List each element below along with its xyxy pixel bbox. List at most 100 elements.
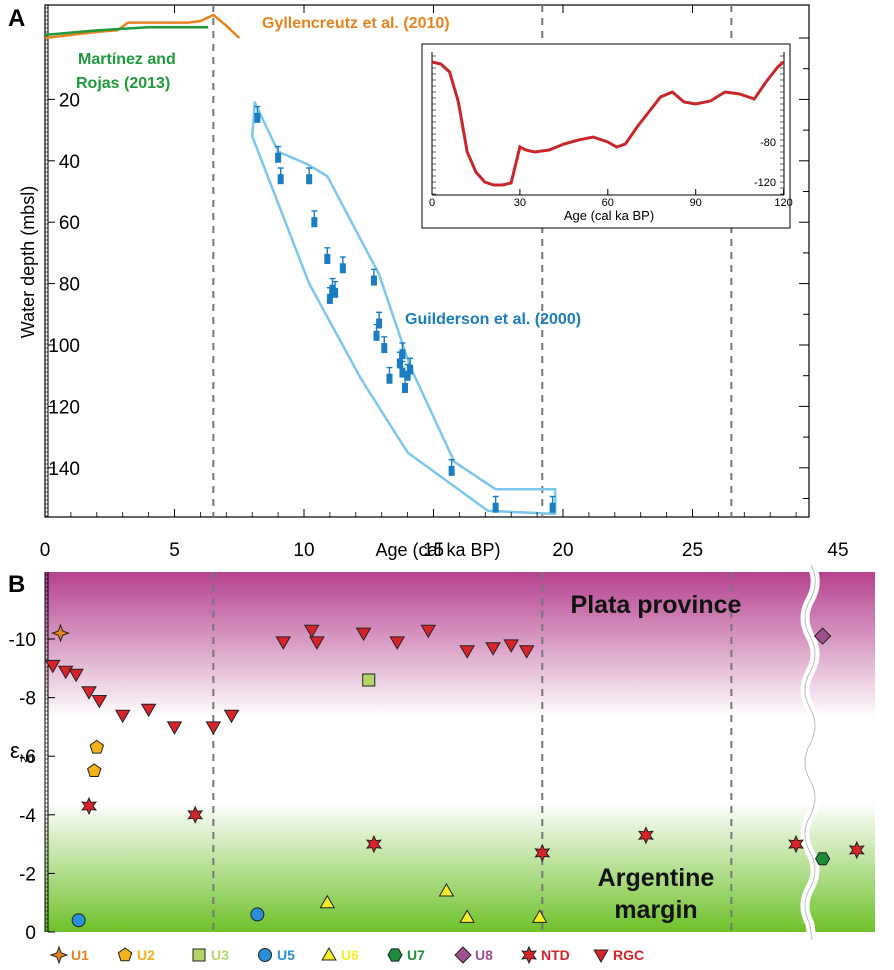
y-tick-label: 20 [59,90,80,111]
guilderson-point [386,373,393,384]
guilderson-point [404,370,411,381]
inset-x-tick-label: 30 [514,197,526,209]
guilderson-point [324,254,331,265]
guilderson-point [399,367,406,378]
rgc-point [223,709,240,724]
guilderson-point [549,502,556,513]
guilderson-point [381,343,388,354]
axis-break-edge [804,564,816,941]
guilderson-point [339,263,346,274]
panel-a-x-ticks: 0 5 10 15 20 25 45 [40,5,849,561]
panel-a-y-ticks: 20 40 60 80 100 120 140 [48,90,80,480]
panel-a-letter: A [8,5,25,32]
u5-legend-marker [258,948,272,962]
inset-x-tick-label: 0 [429,197,435,209]
plata-band [45,572,875,718]
x-tick-label: 20 [552,540,573,561]
guilderson-point [277,174,284,185]
guilderson-label: Guilderson et al. (2000) [405,311,581,328]
panel-a-minor-ticks [45,7,48,517]
rgc-point [68,668,84,683]
martinez-label-line2: Rojas (2013) [76,75,170,92]
martinez-label-line1: Martínez and [78,51,176,68]
u2-point [89,739,105,754]
guilderson-point [254,112,261,123]
rgc-point [420,624,437,639]
y-tick-label: 40 [59,152,80,173]
guilderson-point [332,287,339,298]
inset-axes: 0 30 60 90 120 -80 -120 [429,52,793,209]
u8-legend-marker [454,946,472,964]
panel-a-x-axis-title: Age (cal ka BP) [375,540,500,560]
rgc-point [114,709,131,724]
y-tick-label: -8 [19,689,36,710]
u1-legend-marker [49,945,69,965]
ntd-legend-marker [521,945,537,965]
legend-label: RGC [613,947,644,963]
ntd-point [637,826,654,845]
rgc-legend-marker [593,949,609,964]
guilderson-point [396,358,403,369]
panel-a: A 20 40 60 80 100 120 140 0 5 10 15 20 25 45 Water d… [8,4,849,561]
guilderson-envelope-line [250,101,557,516]
legend-label: U2 [137,947,155,963]
y-tick-label: 140 [48,459,80,480]
legend-label: U3 [211,947,229,963]
u3-point [362,673,376,687]
legend: U1 U2 U3 U5 U6 U7 U8 NTD RGC [49,945,644,965]
u6-point [438,883,455,897]
argentine-band [45,802,875,932]
y-tick-label: 80 [59,275,80,296]
panel-b-reference-lines [212,572,733,932]
inset-x-tick-label: 120 [774,197,792,209]
legend-item-u3: U3 [192,947,229,963]
u8-point [813,627,832,645]
u5-point [71,913,86,928]
guilderson-point [306,174,313,185]
u6-legend-marker [321,946,337,961]
x-tick-label: 10 [293,540,314,561]
inset-x-tick-label: 90 [690,197,702,209]
ntd-point [534,843,551,863]
rgc-point [518,645,535,659]
rgc-point [140,703,157,718]
u3-legend-marker [192,948,206,962]
rgc-point [355,627,372,642]
rgc-point [44,659,61,674]
panel-b-markers [44,623,865,928]
argentine-margin-label-line2: margin [614,896,697,924]
panel-a-right-ticks [799,37,809,499]
legend-item-u8: U8 [454,946,493,964]
panel-b-letter: B [8,571,25,598]
rgc-point [485,642,501,656]
y-tick-label: 0 [25,923,36,944]
inset-y-tick-label: -80 [760,137,776,149]
guilderson-point [492,502,499,513]
legend-item-u5: U5 [258,947,295,963]
guilderson-point [373,330,380,341]
rgc-point [303,624,320,639]
y-tick-label: 100 [48,336,80,357]
ntd-point [365,834,382,854]
guilderson-point [311,217,318,228]
rgc-point [309,636,325,650]
guilderson-point [399,349,406,360]
u6-point [319,894,336,909]
x-tick-label: 0 [40,540,51,561]
legend-item-u1: U1 [49,945,89,965]
rgc-point [459,645,475,659]
legend-item-u2: U2 [117,947,155,963]
u7-legend-marker [387,948,403,962]
u1-point [51,623,70,643]
ntd-point [848,840,865,860]
inset-background [421,43,791,229]
legend-label: U5 [277,947,295,963]
legend-label: U7 [407,947,425,963]
inset-chart: 0 30 60 90 120 -80 -120 Age (cal ka BP) [421,43,793,229]
legend-label: U6 [341,947,359,963]
y-tick-label: 120 [48,397,80,418]
x-tick-label: 45 [827,540,848,561]
gyllencreutz-curve [45,13,241,40]
panel-b-y-ticks: -10 -8 -6 -4 -2 0 [9,630,55,944]
u2-point [87,763,102,777]
